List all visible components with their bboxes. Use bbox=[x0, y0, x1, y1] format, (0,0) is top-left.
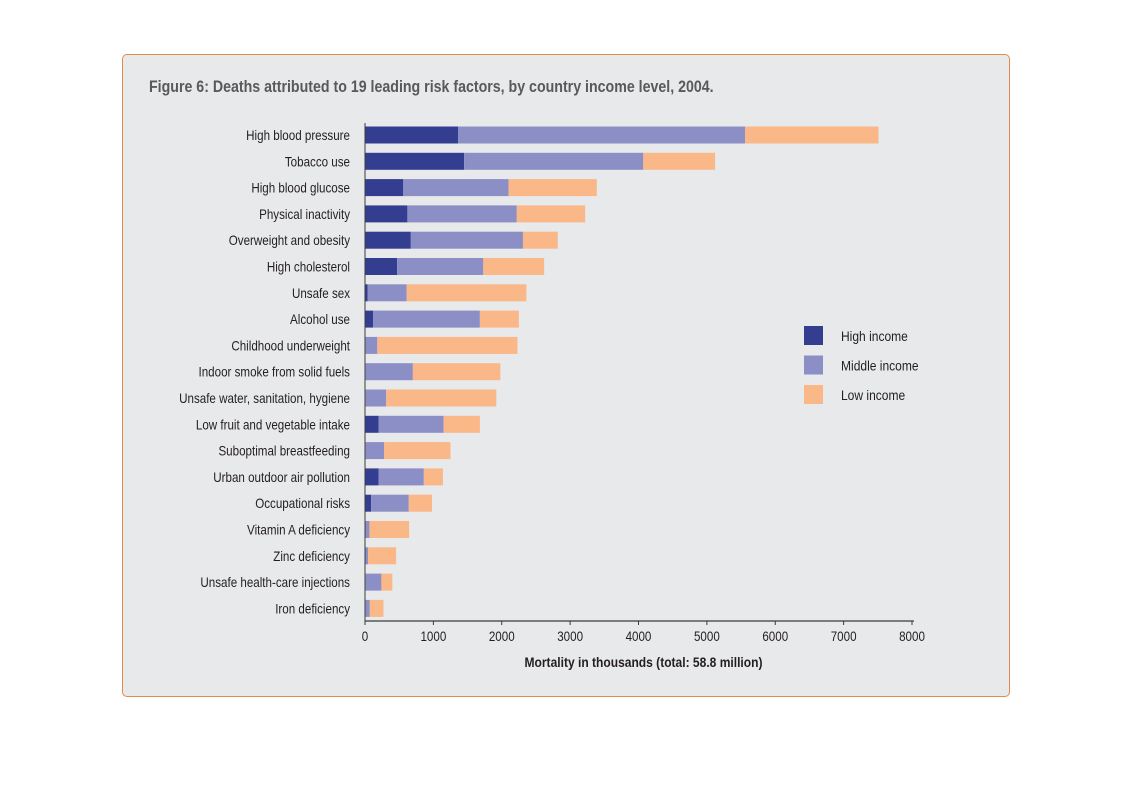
bar-low-income-vitamin-a-deficiency bbox=[369, 521, 410, 538]
bar-middle-income-unsafe-health-care-injections bbox=[365, 573, 382, 591]
bar-high-income-low-fruit-and-vegetable-intake bbox=[365, 415, 379, 433]
bar-middle-income-unsafe-water-sanitation-hygiene bbox=[365, 389, 387, 407]
x-tick-label: 7000 bbox=[831, 629, 857, 644]
category-label: Alcohol use bbox=[290, 312, 350, 327]
legend-swatch-high-income bbox=[804, 326, 823, 345]
figure-panel: Figure 6: Deaths attributed to 19 leadin… bbox=[122, 54, 1010, 697]
bar-low-income-high-cholesterol bbox=[483, 258, 545, 275]
legend-swatch-middle-income bbox=[804, 355, 823, 375]
category-label: Unsafe health-care injections bbox=[200, 575, 350, 590]
bar-high-income-tobacco-use bbox=[365, 152, 465, 170]
bar-low-income-iron-deficiency bbox=[369, 599, 384, 617]
x-tick-label: 8000 bbox=[899, 629, 925, 644]
bar-low-income-zinc-deficiency bbox=[368, 547, 397, 565]
bar-middle-income-vitamin-a-deficiency bbox=[365, 521, 370, 538]
bar-high-income-high-blood-glucose bbox=[365, 179, 404, 197]
stacked-bar-chart: High blood pressure Tobacco use High blood… bbox=[179, 123, 925, 670]
category-label: Unsafe water, sanitation, hygiene bbox=[179, 391, 350, 406]
bar-high-income-unsafe-sex bbox=[365, 284, 368, 302]
bar-low-income-low-fruit-and-vegetable-intake bbox=[443, 415, 480, 433]
category-labels: High blood pressure Tobacco use High blood… bbox=[179, 128, 351, 616]
x-axis: 0 1000 2000 3000 4000 5000 6000 7000 8000 Mortali… bbox=[362, 123, 925, 670]
bar-middle-income-zinc-deficiency bbox=[365, 547, 369, 565]
bar-middle-income-high-blood-glucose bbox=[403, 179, 509, 197]
category-label: High blood pressure bbox=[246, 128, 350, 143]
x-tick-label: 3000 bbox=[557, 629, 583, 644]
bar-high-income-physical-inactivity bbox=[365, 205, 408, 223]
figure-title: Figure 6: Deaths attributed to 19 leadin… bbox=[149, 78, 714, 96]
category-label: Low fruit and vegetable intake bbox=[196, 418, 350, 433]
bar-low-income-suboptimal-breastfeeding bbox=[384, 442, 451, 460]
category-label: Childhood underweight bbox=[231, 339, 350, 354]
category-label: Tobacco use bbox=[285, 155, 350, 170]
category-label: Urban outdoor air pollution bbox=[213, 470, 350, 485]
bar-high-income-urban-outdoor-air-pollution bbox=[365, 468, 379, 486]
category-label: High cholesterol bbox=[267, 260, 350, 275]
category-label: Vitamin A deficiency bbox=[247, 523, 351, 538]
bar-low-income-unsafe-health-care-injections bbox=[381, 573, 393, 591]
bar-high-income-overweight-and-obesity bbox=[365, 231, 411, 249]
bar-high-income-occupational-risks bbox=[365, 494, 372, 512]
category-label: Occupational risks bbox=[255, 496, 350, 511]
category-label: High blood glucose bbox=[251, 181, 350, 196]
category-label: Unsafe sex bbox=[292, 286, 351, 301]
bar-middle-income-urban-outdoor-air-pollution bbox=[378, 468, 424, 486]
bars-layer bbox=[365, 126, 879, 617]
x-axis-title: Mortality in thousands (total: 58.8 mill… bbox=[525, 654, 763, 670]
x-tick-label: 0 bbox=[362, 629, 368, 644]
bar-high-income-alcohol-use bbox=[365, 310, 374, 328]
bar-middle-income-tobacco-use bbox=[464, 152, 644, 170]
x-tick-label: 1000 bbox=[420, 629, 446, 644]
category-label: Physical inactivity bbox=[259, 207, 351, 222]
bar-middle-income-occupational-risks bbox=[371, 494, 409, 512]
bar-middle-income-low-fruit-and-vegetable-intake bbox=[378, 415, 444, 433]
bar-high-income-high-cholesterol bbox=[365, 258, 398, 275]
bar-low-income-physical-inactivity bbox=[516, 205, 586, 223]
bar-middle-income-suboptimal-breastfeeding bbox=[365, 442, 385, 460]
bar-middle-income-alcohol-use bbox=[373, 310, 480, 328]
bar-middle-income-indoor-smoke-from-solid-fuels bbox=[365, 363, 413, 381]
legend-swatch-low-income bbox=[804, 385, 823, 404]
x-tick-label: 5000 bbox=[694, 629, 720, 644]
bar-low-income-indoor-smoke-from-solid-fuels bbox=[412, 363, 501, 381]
bar-middle-income-iron-deficiency bbox=[365, 599, 370, 617]
category-label: Indoor smoke from solid fuels bbox=[198, 365, 350, 380]
bar-high-income-high-blood-pressure bbox=[365, 126, 458, 144]
bar-middle-income-unsafe-sex bbox=[367, 284, 407, 302]
bar-middle-income-high-cholesterol bbox=[397, 258, 484, 275]
bar-low-income-urban-outdoor-air-pollution bbox=[423, 468, 443, 486]
bar-middle-income-high-blood-pressure bbox=[457, 126, 746, 144]
bar-low-income-high-blood-pressure bbox=[745, 126, 879, 144]
category-label: Overweight and obesity bbox=[229, 233, 351, 248]
bar-low-income-occupational-risks bbox=[408, 494, 433, 512]
bar-low-income-tobacco-use bbox=[643, 152, 716, 170]
bar-low-income-high-blood-glucose bbox=[508, 179, 597, 197]
legend-label-high-income: High income bbox=[841, 328, 908, 344]
legend-label-low-income: Low income bbox=[841, 387, 905, 403]
bar-middle-income-overweight-and-obesity bbox=[410, 231, 523, 249]
category-label: Iron deficiency bbox=[275, 602, 350, 617]
category-label: Zinc deficiency bbox=[273, 549, 350, 564]
legend-label-middle-income: Middle income bbox=[841, 358, 919, 374]
bar-low-income-unsafe-water-sanitation-hygiene bbox=[386, 389, 497, 407]
bar-low-income-alcohol-use bbox=[479, 310, 519, 328]
bar-low-income-overweight-and-obesity bbox=[522, 231, 558, 249]
x-tick-label: 2000 bbox=[489, 629, 515, 644]
bar-low-income-childhood-underweight bbox=[377, 336, 518, 354]
x-tick-label: 4000 bbox=[626, 629, 652, 644]
bar-middle-income-physical-inactivity bbox=[407, 205, 517, 223]
bar-middle-income-childhood-underweight bbox=[365, 336, 378, 354]
category-label: Suboptimal breastfeeding bbox=[218, 444, 350, 459]
x-tick-label: 6000 bbox=[762, 629, 788, 644]
legend: High income Middle income Low income bbox=[804, 326, 919, 404]
bar-low-income-unsafe-sex bbox=[406, 284, 527, 302]
